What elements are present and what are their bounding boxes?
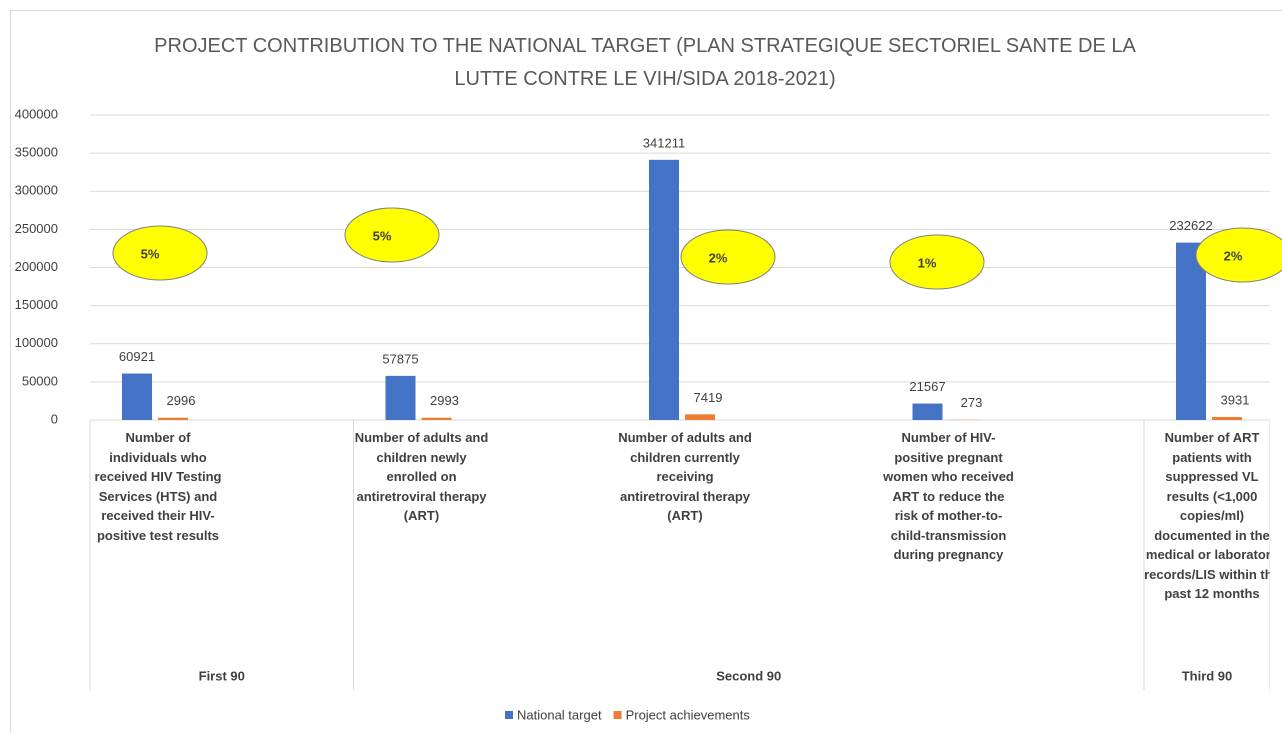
x-tick-label: Number of adults and children newly enro…: [354, 430, 489, 523]
plot-area: 60921 2996 Number of individuals who recei…: [89, 114, 1280, 690]
legend-swatch: [505, 711, 513, 719]
x-tick-label-box: Number of individuals who received HIV T…: [94, 430, 222, 543]
annotation: 2%: [709, 250, 728, 265]
data-label: 2993: [430, 393, 459, 408]
annotation-bubble: [344, 207, 440, 263]
bar: [158, 417, 188, 420]
y-tick-label: 250000: [15, 221, 58, 236]
bar: [912, 403, 943, 420]
annotation: 1%: [918, 255, 937, 270]
annotation: 5%: [373, 228, 392, 243]
x-tick-label-box: Number of HIV-positive pregnant women wh…: [883, 430, 1014, 562]
bar: [1176, 242, 1206, 420]
chart-title: PROJECT CONTRIBUTION TO THE NATIONAL TAR…: [154, 35, 1136, 90]
y-tick-label: 100000: [15, 335, 58, 350]
annotation-bubble: [680, 229, 776, 285]
legend-swatch: [613, 711, 622, 719]
x-tick-label: Number of adults and children currently …: [618, 430, 752, 523]
y-tick-label: 200000: [15, 259, 58, 274]
y-tick-label: 0: [51, 411, 58, 426]
group-label: Second 90: [716, 668, 781, 683]
x-tick-label: Number of ART patients with suppressed V…: [1144, 430, 1280, 601]
data-label: 3931: [1221, 392, 1250, 407]
y-tick-label: 150000: [15, 297, 58, 312]
data-label: 232622: [1169, 218, 1212, 233]
annotation: 2%: [1224, 248, 1243, 263]
bar: [385, 375, 416, 420]
annotation-bubble: [1195, 227, 1282, 283]
x-tick-label-box: Number of adults and children newly enro…: [354, 430, 489, 523]
bar: [421, 417, 452, 420]
y-tick-label: 350000: [15, 145, 58, 160]
y-tick-label: 300000: [15, 183, 58, 198]
legend-label: National target: [517, 707, 602, 722]
data-label: 273: [961, 395, 983, 410]
y-tick-label: 50000: [22, 373, 58, 388]
y-tick-label: 400000: [15, 106, 58, 121]
annotation-bubble: [112, 225, 208, 281]
x-tick-label-box: Number of adults and children currently …: [618, 430, 752, 523]
data-label: 341211: [643, 135, 685, 150]
data-label: 21567: [909, 379, 945, 394]
data-label: 2996: [167, 393, 196, 408]
x-tick-label: Number of individuals who received HIV T…: [94, 430, 222, 543]
group-label: Third 90: [1182, 668, 1233, 683]
legend-label: Project achievements: [626, 707, 751, 722]
data-label: 57875: [382, 351, 418, 366]
bar: [685, 414, 715, 420]
x-tick-label: Number of HIV-positive pregnant women wh…: [883, 430, 1014, 562]
annotation-bubble: [889, 234, 985, 290]
x-tick-label-box: Number of ART patients with suppressed V…: [1144, 430, 1280, 601]
bar: [122, 373, 152, 420]
bar: [649, 159, 679, 421]
annotation: 5%: [141, 246, 160, 261]
group-label: First 90: [199, 668, 245, 683]
chart-frame: [10, 10, 1282, 733]
data-label: 7419: [694, 390, 723, 405]
data-label: 60921: [119, 349, 155, 364]
bar: [1212, 417, 1242, 420]
